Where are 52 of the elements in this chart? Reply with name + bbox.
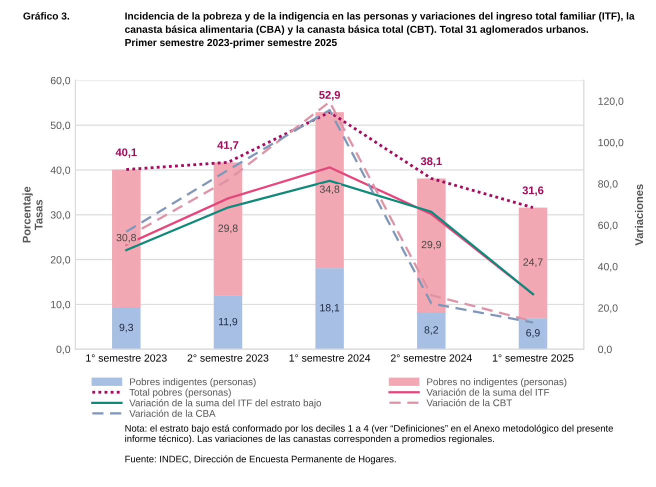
legend-label: Variación de la suma del ITF del estrato bajo bbox=[129, 399, 322, 408]
bar bbox=[315, 268, 344, 350]
data-label: 31,6 bbox=[522, 186, 544, 196]
y2-tick-label: 80,0 bbox=[598, 180, 618, 189]
legend-label: Variación de la suma del ITF bbox=[426, 388, 550, 396]
y-tick-label: 0,0 bbox=[56, 346, 70, 354]
text: Gráfico 3. bbox=[23, 12, 70, 20]
data-label: 29,9 bbox=[422, 240, 441, 250]
bar bbox=[315, 112, 344, 268]
data-label: 34,8 bbox=[320, 186, 340, 194]
data-label: 18,1 bbox=[320, 304, 340, 313]
y2-axis-title: Variaciones bbox=[634, 184, 644, 246]
legend-label: Variación de la CBA bbox=[129, 410, 216, 417]
data-label: 29,8 bbox=[218, 224, 238, 234]
text: Nota: el estrato bajo está conformado por los deciles 1 a 4 (ver “Definiciones” en el Anexo metodológico del presente informe técnico). Las variaciones de las canastas corresponden a promedios regionales. bbox=[125, 424, 613, 444]
x-tick-label: 2° semestre 2024 bbox=[390, 354, 472, 362]
y2-tick-label: 40,0 bbox=[598, 262, 618, 272]
bar bbox=[214, 162, 242, 296]
y-axis-title: Porcentaje Tasas bbox=[22, 186, 43, 242]
x-tick-label: 1° semestre 2024 bbox=[290, 354, 370, 362]
y-tick-label: 10,0 bbox=[51, 300, 70, 310]
y2-tick-label: 60,0 bbox=[598, 222, 618, 230]
y2-tick-label: 100,0 bbox=[598, 138, 624, 148]
data-label: 41,7 bbox=[217, 141, 238, 151]
bar bbox=[518, 208, 548, 318]
legend-label: Pobres no indigentes (personas) bbox=[427, 378, 566, 388]
data-label: 52,9 bbox=[319, 90, 340, 100]
y-tick-label: 60,0 bbox=[50, 76, 70, 86]
data-label: 6,9 bbox=[526, 329, 540, 338]
data-label: 38,1 bbox=[420, 157, 442, 167]
y-tick-label: 30,0 bbox=[50, 211, 70, 220]
data-label: 40,1 bbox=[116, 148, 137, 158]
bar bbox=[112, 170, 141, 308]
chart-title: Incidencia de la pobreza y de la indigencia en las personas y variaciones del ingreso total familiar (ITF), la canasta básica alimentaria (CBA) y la canasta básica total (CBT). Total 31 aglomerados urbanos. Primer semestre 2023-primer semestre 2025 bbox=[125, 12, 635, 48]
data-label: 8,2 bbox=[424, 326, 438, 335]
y-tick-label: 20,0 bbox=[50, 256, 70, 265]
y2-tick-label: 120,0 bbox=[598, 98, 624, 106]
x-tick-label: 2° semestre 2023 bbox=[188, 354, 268, 362]
y-tick-label: 50,0 bbox=[50, 122, 70, 130]
legend-label: Pobres indigentes (personas) bbox=[130, 378, 256, 388]
y2-tick-label: 20,0 bbox=[598, 304, 618, 313]
legend-label: Variación de la CBT bbox=[426, 399, 512, 406]
data-label: 24,7 bbox=[523, 258, 543, 267]
data-label: 9,3 bbox=[120, 324, 134, 332]
x-tick-label: 1° semestre 2023 bbox=[86, 354, 167, 362]
bar bbox=[417, 178, 446, 312]
source-note: Fuente: INDEC, Dirección de Encuesta Permanente de Hogares. bbox=[125, 455, 396, 464]
data-label: 11,9 bbox=[219, 318, 238, 327]
y2-tick-label: 0,0 bbox=[598, 346, 612, 354]
y-tick-label: 40,0 bbox=[50, 166, 70, 176]
legend-label: Total pobres (personas) bbox=[129, 388, 231, 398]
x-tick-label: 1° semestre 2025 bbox=[492, 354, 574, 362]
